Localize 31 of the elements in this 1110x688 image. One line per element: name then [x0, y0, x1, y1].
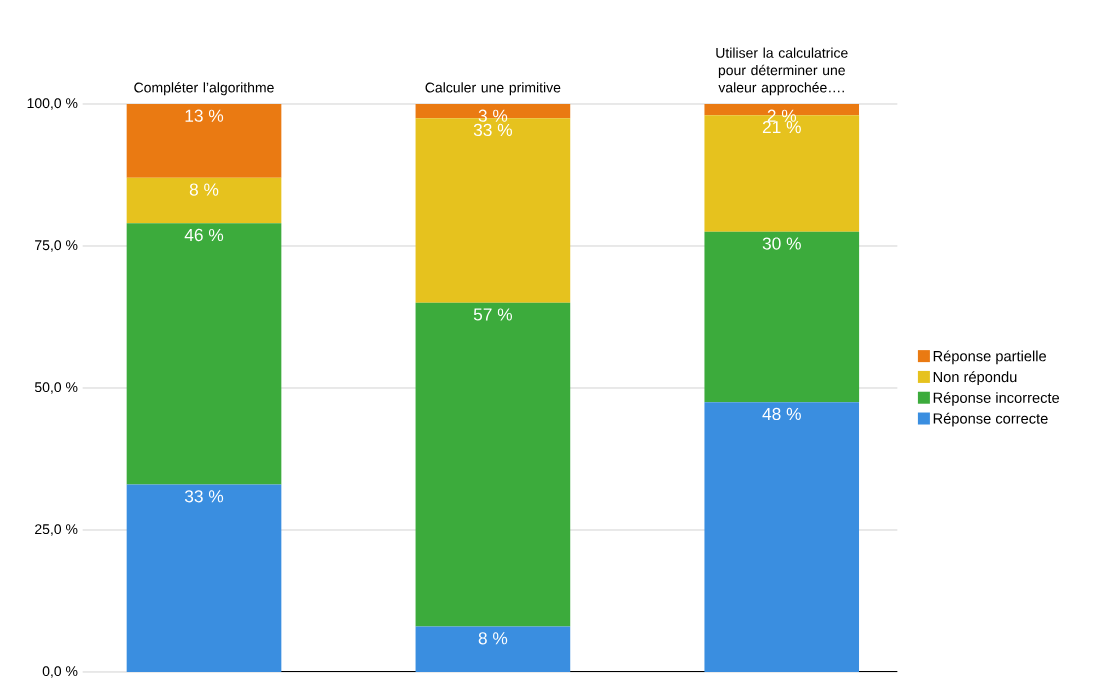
data-label: 3 % — [478, 109, 508, 122]
bar — [415, 302, 571, 627]
y-tick-label: 25,0 % — [35, 524, 78, 536]
y-tick-label: 75,0 % — [35, 240, 78, 252]
data-label: 8 % — [189, 183, 219, 196]
data-label: 13 % — [185, 109, 224, 122]
data-label: 30 % — [762, 237, 801, 250]
legend-label: Réponse partielle — [933, 350, 1047, 365]
data-label: 48 % — [762, 407, 801, 421]
bar — [126, 223, 282, 485]
data-label: 33 % — [473, 123, 513, 137]
y-tick-label: 0,0 % — [42, 666, 78, 678]
data-label: 46 % — [184, 228, 224, 242]
x-tick-label: Utiliser la calculatrice pour déterminer une valeur approchée…. — [716, 47, 848, 96]
bar — [126, 484, 282, 672]
data-label: 33 % — [184, 490, 224, 503]
bar — [126, 103, 282, 178]
legend-label: Réponse correcte — [933, 412, 1048, 427]
data-label: 2 % — [767, 109, 797, 122]
bar — [704, 402, 860, 672]
data-label: 57 % — [473, 308, 513, 321]
x-tick-label: Compléter l’algorithme — [134, 82, 274, 96]
y-tick-label: 100,0 % — [27, 98, 78, 110]
y-tick-label: 50,0 % — [34, 382, 78, 394]
legend-label: Réponse incorrecte — [933, 392, 1060, 406]
data-label: 8 % — [478, 632, 508, 645]
x-tick-label: Calculer une primitive — [425, 82, 561, 96]
bar — [704, 231, 860, 403]
legend-label: Non répondu — [933, 371, 1017, 386]
bar — [126, 177, 282, 224]
bar — [415, 626, 571, 672]
